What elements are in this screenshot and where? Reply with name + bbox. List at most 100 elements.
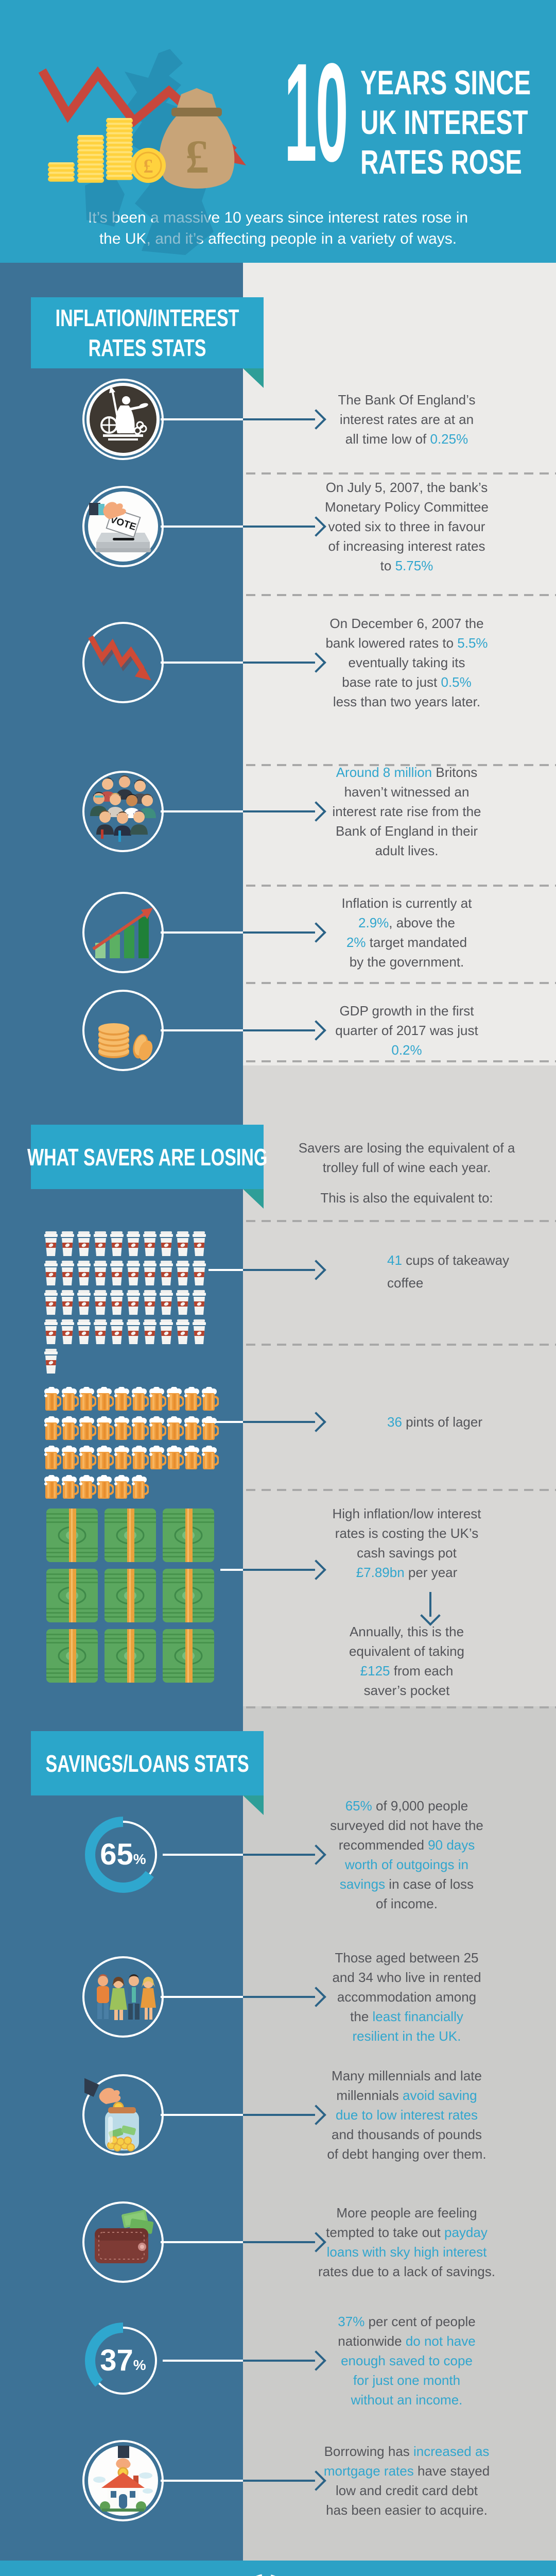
stat-text: 65% of 9,000 people surveyed did not have… [281,1796,533,1913]
text-segment: The Bank Of England’s [338,392,476,408]
best-savings-rate-logo-icon [240,2572,291,2576]
beer-pint-icon [131,1445,150,1470]
footer-band [0,2561,556,2576]
dashed-separator [246,472,556,474]
text-segment: millennials [336,2088,403,2103]
text-segment: On July 5, 2007, the bank’s [325,480,488,495]
text-segment: Many millennials and late [332,2068,482,2083]
connector-line [243,526,315,528]
coffee-cup-icon [192,1231,206,1256]
text-segment: 2.9% [358,915,389,930]
coffee-cup-icon [60,1231,75,1256]
text-segment: loans with sky high interest [326,2244,487,2260]
section-header: SAVINGS/LOANS STATS [31,1731,264,1795]
coffee-cup-icon [44,1319,58,1344]
connector-line-white [161,2480,243,2482]
dashed-separator [246,594,556,596]
coffee-cup-icon [110,1290,124,1315]
mortgage-house-icon [88,2446,158,2516]
text-segment: High inflation/low interest [332,1506,481,1521]
text-line: nationwide do not have [281,2331,533,2351]
coffee-cup-icon [192,1319,206,1344]
page-title: YEARS SINCE UK INTEREST RATES ROSE [360,63,531,182]
cash-stack-icon [103,1628,157,1684]
text-line: High inflation/low interest [281,1504,533,1523]
dashed-separator [246,1344,556,1346]
dashed-separator [246,982,556,984]
beer-pint-icon [44,1386,62,1412]
text-segment: low and credit card debt [335,2483,478,2498]
text-segment: rates is costing the UK’s [335,1526,479,1541]
beer-pint-icon [131,1416,150,1441]
text-line: Around 8 million Britons [281,762,533,782]
dashed-separator [246,885,556,887]
text-segment: coffee [387,1275,424,1291]
connector-line [243,1269,315,1271]
coffee-cup-icon [159,1290,173,1315]
dashed-separator [246,764,556,766]
connector-line-white [220,1569,243,1571]
text-line: More people are feeling [281,2203,533,2223]
coffee-cup-icon [126,1261,141,1285]
text-segment: rates due to a lack of savings. [318,2264,495,2279]
coffee-cup-icon [93,1261,108,1285]
text-line: for just one month [281,2370,533,2390]
vote-ballot-icon: VOTE [88,492,158,562]
coffee-cup-icon [44,1349,58,1374]
coffee-cup-icon [192,1290,206,1315]
text-segment: payday [444,2225,488,2240]
coffee-cup-icon [126,1290,141,1315]
text-line: low and credit card debt [281,2481,533,2500]
svg-text:£: £ [144,156,153,177]
renters-icon [84,1958,162,2036]
connector-line-white [208,1269,243,1271]
text-line: £125 from each [281,1661,533,1681]
icon-ring [82,892,164,973]
coffee-cup-icon [176,1290,190,1315]
text-segment: voted six to three in favour [328,519,485,534]
stat-text: More people are feeling tempted to take o… [281,2203,533,2281]
stat-text: Around 8 million Britons haven’t witnesse… [281,762,533,860]
connector-line-white [163,2360,243,2362]
icon-ring [82,379,164,460]
coffee-cup-icon [143,1231,157,1256]
text-segment: adult lives. [375,843,439,858]
text-segment: increased as [413,2444,490,2459]
savers-intro: Savers are losing the equivalent of a tro… [281,1138,533,1177]
coffee-cup-icon [126,1231,141,1256]
connector-line [243,1029,315,1031]
pictogram-text: 41 cups of takeaway coffee [387,1249,547,1294]
text-segment: from each [390,1663,454,1679]
dashed-separator [246,1060,556,1062]
text-segment: 2% [346,935,366,950]
text-line: without an income. [281,2390,533,2410]
icon-ring [82,990,164,1071]
text-segment: all time low of [345,431,430,447]
beer-pint-icon [166,1386,185,1412]
beer-pint-icon [79,1386,97,1412]
text-line: Monetary Policy Committee [281,497,533,517]
text-segment: Savers are losing the equivalent of a [298,1140,515,1156]
text-line: of debt hanging over them. [281,2144,533,2164]
text-segment: tempted to take out [326,2225,444,2240]
text-segment: do not have [405,2333,476,2349]
coffee-cup-icon [110,1231,124,1256]
text-line: savings in case of loss [281,1874,533,1894]
beer-pint-icon [96,1445,115,1470]
text-segment: 5.75% [395,558,433,573]
section-title: INFLATION/INTEREST RATES STATS [56,303,239,363]
text-line: 2.9%, above the [281,913,533,933]
text-line: adult lives. [281,841,533,860]
text-segment: trolley full of wine each year. [322,1160,491,1175]
text-line: of increasing interest rates [281,536,533,556]
beer-pint-icon [166,1445,185,1470]
text-segment: has been easier to acquire. [326,2502,488,2518]
stat-text: 37% per cent of people nationwide do not … [281,2312,533,2410]
text-segment: Annually, this is the [349,1624,464,1639]
beer-pint-icon [79,1416,97,1441]
text-segment: and 34 who live in rented [332,1970,481,1985]
text-line: mortgage rates have stayed [281,2461,533,2481]
text-segment: worth of outgoings in [345,1857,468,1872]
text-line: Inflation is currently at [281,893,533,913]
stat-text: Those aged between 25 and 34 who live in … [281,1948,533,2046]
